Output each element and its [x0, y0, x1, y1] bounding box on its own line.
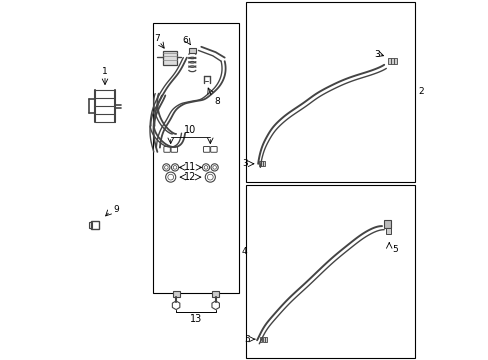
Text: 4: 4	[241, 248, 247, 256]
Text: 6: 6	[182, 36, 187, 45]
Text: 13: 13	[189, 314, 202, 324]
Bar	[261, 161, 263, 166]
Text: 11: 11	[184, 162, 196, 172]
FancyBboxPatch shape	[212, 291, 219, 297]
Text: 5: 5	[244, 335, 249, 343]
Text: 1: 1	[102, 67, 108, 76]
FancyBboxPatch shape	[383, 220, 390, 228]
Text: 3: 3	[242, 159, 247, 168]
Text: 2: 2	[417, 87, 423, 96]
Bar	[163, 51, 177, 65]
Bar	[260, 337, 262, 342]
FancyBboxPatch shape	[188, 48, 196, 53]
Text: 10: 10	[184, 125, 196, 135]
Bar	[393, 58, 396, 64]
Text: 9: 9	[114, 205, 120, 215]
Bar	[262, 337, 264, 342]
Bar	[387, 58, 390, 64]
Bar	[152, 23, 239, 293]
Text: 3: 3	[373, 50, 379, 59]
Bar	[246, 185, 415, 358]
Bar	[91, 221, 99, 229]
Bar	[263, 161, 264, 166]
Bar	[258, 161, 260, 166]
Bar	[264, 337, 266, 342]
FancyBboxPatch shape	[172, 291, 179, 297]
Bar	[390, 58, 393, 64]
Text: 7: 7	[154, 34, 160, 43]
FancyBboxPatch shape	[386, 228, 390, 234]
Text: 5: 5	[391, 246, 397, 254]
Text: 8: 8	[214, 97, 220, 106]
Text: 12: 12	[184, 172, 196, 182]
Bar	[88, 222, 91, 228]
Bar	[246, 2, 415, 182]
